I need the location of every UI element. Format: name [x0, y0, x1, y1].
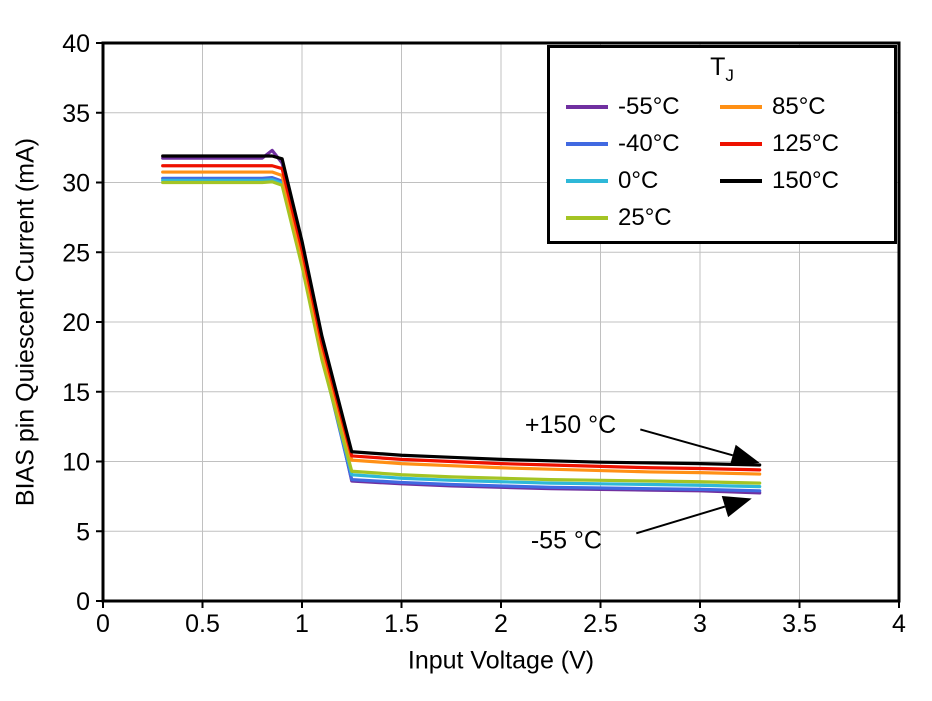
y-tick-label: 5 [76, 518, 90, 546]
annotation-arrow-line [640, 428, 734, 457]
legend-swatch [566, 141, 608, 146]
legend-label: -55°C [618, 92, 680, 120]
series-line-85°C [161, 170, 762, 476]
legend-label: 0°C [618, 166, 659, 194]
legend-label: 125°C [772, 129, 839, 157]
y-tick-label: 20 [62, 309, 90, 337]
y-tick-label: 30 [62, 170, 90, 198]
y-tick-label: 40 [62, 30, 90, 58]
legend-title-main: T [710, 53, 726, 81]
y-tick-label: 10 [62, 449, 90, 477]
legend-item--40°C: -40°C [566, 125, 720, 162]
legend-column-2: 85°C 125°C 150°C [720, 88, 839, 236]
x-tick-label: 0.5 [185, 610, 220, 638]
series-line--40°C [161, 176, 762, 493]
annotation-text: +150 °C [525, 411, 616, 439]
legend-item-125°C: 125°C [720, 125, 839, 162]
legend-label: 25°C [618, 203, 672, 231]
legend-swatch [720, 141, 762, 146]
legend: TJ -55°C -40°C 0°C 25°C 85°C 125°C 150°C [547, 45, 897, 244]
legend-item-150°C: 150°C [720, 162, 839, 199]
x-axis-label: Input Voltage (V) [407, 646, 595, 675]
x-tick-label: 4 [892, 610, 906, 638]
series-line-125°C [161, 164, 762, 472]
legend-swatch [566, 215, 608, 220]
legend-columns: -55°C -40°C 0°C 25°C 85°C 125°C 150°C [550, 86, 894, 236]
y-tick-label: 35 [62, 100, 90, 128]
legend-swatch [566, 104, 608, 109]
x-tick-label: 1.5 [384, 610, 419, 638]
annotation-arrow-head [721, 496, 752, 518]
annotation-arrow-line [636, 505, 726, 535]
legend-swatch [566, 178, 608, 183]
y-tick-label: 0 [76, 588, 90, 616]
legend-label: 85°C [772, 92, 826, 120]
legend-item-0°C: 0°C [566, 162, 720, 199]
legend-column-1: -55°C -40°C 0°C 25°C [566, 88, 720, 236]
legend-item-25°C: 25°C [566, 199, 720, 236]
annotation-arrow-head [729, 444, 760, 466]
x-tick-label: 0 [96, 610, 110, 638]
x-tick-label: 3 [693, 610, 707, 638]
legend-swatch [720, 178, 762, 183]
legend-label: 150°C [772, 166, 839, 194]
y-tick-label: 25 [62, 239, 90, 267]
y-tick-label: 15 [62, 379, 90, 407]
annotation-text: -55 °C [531, 527, 602, 555]
x-tick-label: 2 [494, 610, 508, 638]
y-axis-label: BIAS pin Quiescent Current (mA) [11, 137, 40, 507]
legend-swatch [720, 104, 762, 109]
series-line-25°C [161, 180, 762, 485]
legend-item-85°C: 85°C [720, 88, 839, 125]
legend-label: -40°C [618, 129, 680, 157]
x-tick-label: 1 [295, 610, 309, 638]
legend-title-sub: J [725, 66, 734, 85]
x-tick-label: 3.5 [782, 610, 817, 638]
x-tick-label: 2.5 [583, 610, 618, 638]
series-line-150°C [161, 154, 762, 467]
series-line-0°C [161, 178, 762, 489]
legend-title: TJ [550, 53, 894, 86]
legend-item--55°C: -55°C [566, 88, 720, 125]
